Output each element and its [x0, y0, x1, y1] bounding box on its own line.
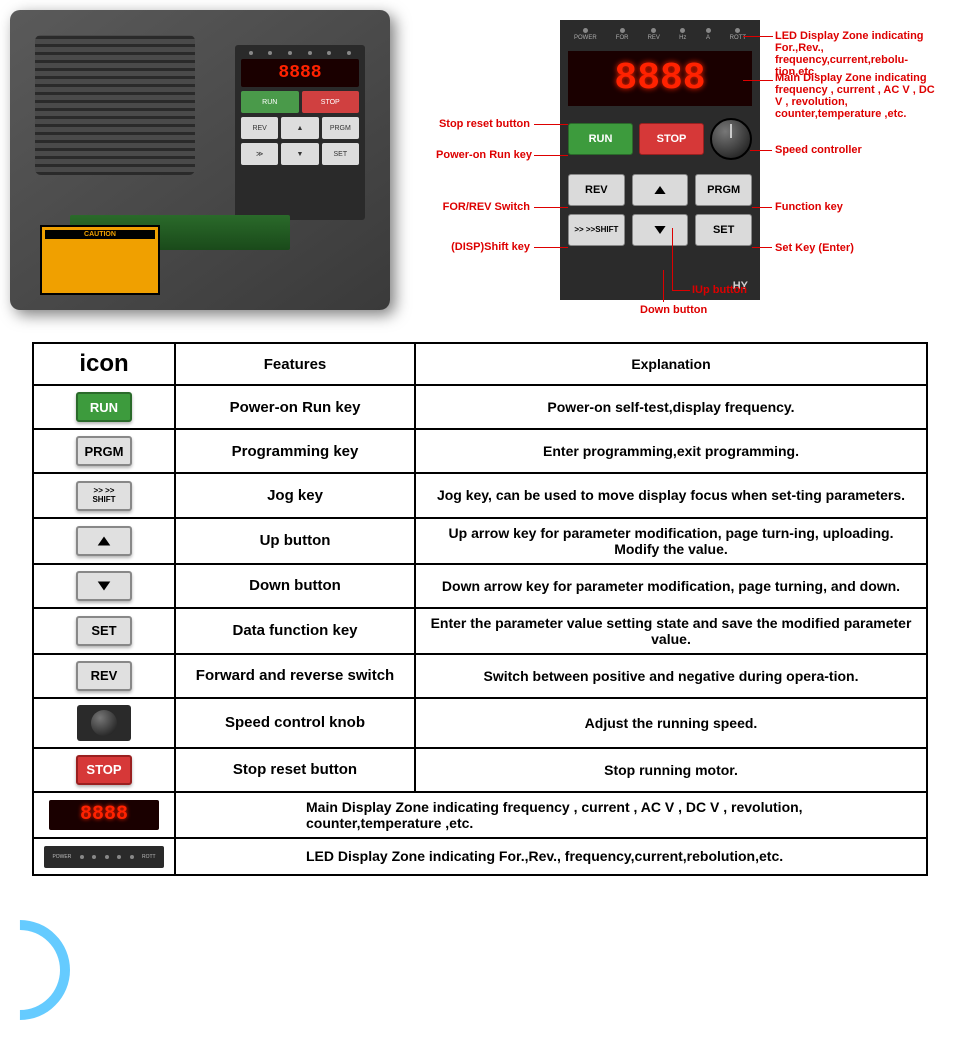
run-button[interactable]: RUN: [568, 123, 633, 155]
table-row-wide: POWERROTTLED Display Zone indicating For…: [33, 838, 927, 875]
table-row: STOPStop reset buttonStop running motor.: [33, 748, 927, 792]
shift-button[interactable]: >> >>SHIFT: [568, 214, 625, 246]
anno-poweron: Power-on Run key: [418, 149, 532, 161]
knob-icon: [77, 705, 131, 741]
up-button[interactable]: [632, 174, 689, 206]
table-row: RUNPower-on Run keyPower-on self-test,di…: [33, 385, 927, 429]
speed-knob[interactable]: [710, 118, 752, 160]
ledstrip-icon: POWERROTT: [44, 846, 164, 868]
rev-button[interactable]: REV: [568, 174, 625, 206]
table-row: Down buttonDown arrow key for parameter …: [33, 564, 927, 608]
mini-display: 8888: [241, 59, 359, 87]
feature-table: icon Features Explanation RUNPower-on Ru…: [32, 342, 928, 876]
th-explanation: Explanation: [415, 343, 927, 385]
anno-forrev: FOR/REV Switch: [432, 201, 530, 213]
anno-main-zone: Main Display Zone indicating frequency ,…: [775, 72, 945, 120]
product-photo: 8888 RUNSTOP REV▲PRGM ≫▼SET CAUTION: [0, 0, 440, 330]
down-button[interactable]: [632, 214, 689, 246]
anno-disp-shift: (DISP)Shift key: [432, 241, 530, 253]
table-row: Speed control knobAdjust the running spe…: [33, 698, 927, 748]
prgm-button[interactable]: PRGM: [695, 174, 752, 206]
stop-icon: STOP: [76, 755, 132, 785]
table-row: REVForward and reverse switchSwitch betw…: [33, 654, 927, 698]
rev-icon: REV: [76, 661, 132, 691]
th-features: Features: [175, 343, 415, 385]
led-indicator-row: POWER FOR REV Hz A ROTT: [568, 28, 752, 47]
panel-diagram: POWER FOR REV Hz A ROTT 8888 RUN STOP RE…: [440, 0, 960, 330]
stop-button[interactable]: STOP: [639, 123, 704, 155]
set-icon: SET: [76, 616, 132, 646]
down-icon: [76, 571, 132, 601]
th-icon: icon: [33, 343, 175, 385]
vfd-body: 8888 RUNSTOP REV▲PRGM ≫▼SET CAUTION: [10, 10, 390, 310]
anno-down: Down button: [640, 304, 707, 316]
top-section: 8888 RUNSTOP REV▲PRGM ≫▼SET CAUTION POWE…: [0, 0, 960, 330]
prgm-icon: PRGM: [76, 436, 132, 466]
table-row-wide: 8888Main Display Zone indicating frequen…: [33, 792, 927, 838]
anno-stop-reset: Stop reset button: [432, 118, 530, 130]
table-row: Up buttonUp arrow key for parameter modi…: [33, 518, 927, 564]
anno-up: IUp button: [692, 284, 747, 296]
display-icon: 8888: [49, 800, 159, 830]
anno-speed: Speed controller: [775, 144, 862, 156]
cooling-grille: [35, 35, 195, 175]
anno-func: Function key: [775, 201, 843, 213]
table-row: >> >>SHIFTJog keyJog key, can be used to…: [33, 473, 927, 518]
vfd-mini-panel: 8888 RUNSTOP REV▲PRGM ≫▼SET: [235, 45, 365, 220]
corner-decoration: [0, 899, 91, 1040]
anno-led-zone: LED Display Zone indicating For.,Rev., f…: [775, 30, 945, 78]
table-body: RUNPower-on Run keyPower-on self-test,di…: [33, 385, 927, 875]
set-button[interactable]: SET: [695, 214, 752, 246]
table-row: SETData function keyEnter the parameter …: [33, 608, 927, 654]
shift-icon: >> >>SHIFT: [76, 481, 132, 511]
control-panel: POWER FOR REV Hz A ROTT 8888 RUN STOP RE…: [560, 20, 760, 300]
up-icon: [76, 526, 132, 556]
main-display: 8888: [568, 51, 752, 106]
caution-label: CAUTION: [40, 225, 160, 295]
table-row: PRGMProgramming keyEnter programming,exi…: [33, 429, 927, 473]
run-icon: RUN: [76, 392, 132, 422]
anno-setkey: Set Key (Enter): [775, 242, 854, 254]
